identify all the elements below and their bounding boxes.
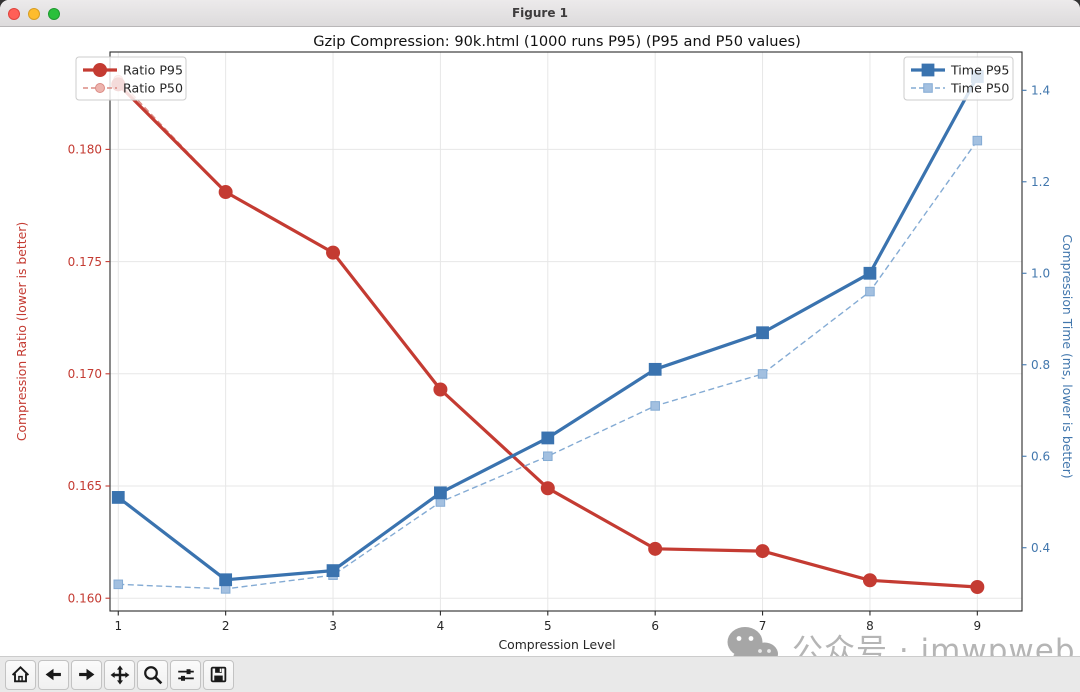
svg-text:1.0: 1.0 — [1031, 266, 1050, 280]
window-title: Figure 1 — [511, 6, 569, 20]
svg-text:1.4: 1.4 — [1031, 83, 1050, 97]
traffic-lights — [8, 0, 60, 27]
svg-text:Ratio P95: Ratio P95 — [123, 62, 183, 77]
svg-text:0.8: 0.8 — [1031, 358, 1050, 372]
svg-text:0.180: 0.180 — [68, 143, 102, 157]
sliders-icon — [177, 668, 194, 681]
svg-text:5: 5 — [544, 619, 552, 633]
floppy-disk-icon — [210, 666, 227, 683]
svg-text:Time P50: Time P50 — [950, 80, 1009, 95]
right-arrow-icon — [79, 668, 95, 681]
forward-button[interactable] — [71, 659, 102, 690]
configure-subplots-button[interactable] — [170, 659, 201, 690]
right-axis: 0.4 0.6 0.8 1.0 1.2 1.4 Compression Time (ms, … — [1022, 83, 1075, 555]
axes-spines — [109, 51, 1023, 612]
svg-text:7: 7 — [759, 619, 767, 633]
pan-button[interactable] — [104, 659, 135, 690]
matplotlib-toolbar — [0, 656, 1080, 692]
minimize-button[interactable] — [28, 7, 40, 20]
ratio-p95-series — [111, 77, 985, 594]
back-button[interactable] — [38, 659, 69, 690]
plot-area[interactable]: 1 2 3 4 5 6 7 8 9 Compression Level 0.160 0.165 0.17… — [0, 27, 1080, 656]
svg-text:3: 3 — [329, 619, 337, 633]
svg-text:Ratio P50: Ratio P50 — [123, 80, 183, 95]
left-arrow-icon — [45, 668, 61, 681]
svg-text:8: 8 — [866, 619, 874, 633]
close-button[interactable] — [8, 7, 20, 20]
window-titlebar: Figure 1 — [0, 0, 1080, 27]
svg-text:0.175: 0.175 — [68, 255, 102, 269]
left-axis: 0.160 0.165 0.170 0.175 0.180 Compression Rat… — [14, 143, 110, 605]
x-axis: 1 2 3 4 5 6 7 8 9 Compression Level — [114, 611, 981, 652]
move-icon — [110, 665, 129, 684]
gridlines — [110, 52, 1022, 611]
svg-text:6: 6 — [651, 619, 659, 633]
svg-text:1.2: 1.2 — [1031, 175, 1050, 189]
legend-upper-left: Ratio P95 Ratio P50 — [75, 56, 187, 101]
left-axis-label: Compression Ratio (lower is better) — [14, 222, 29, 441]
svg-text:0.170: 0.170 — [68, 367, 102, 381]
figure-canvas[interactable]: 1 2 3 4 5 6 7 8 9 Compression Level 0.160 0.165 0.17… — [0, 27, 1080, 669]
home-button[interactable] — [5, 659, 36, 690]
svg-text:2: 2 — [222, 619, 230, 633]
svg-text:0.6: 0.6 — [1031, 449, 1050, 463]
svg-text:0.165: 0.165 — [68, 479, 102, 493]
maximize-button[interactable] — [48, 7, 60, 20]
chart-title: Gzip Compression: 90k.html (1000 runs P9… — [313, 33, 801, 50]
svg-text:0.4: 0.4 — [1031, 541, 1050, 555]
svg-text:Time P95: Time P95 — [950, 62, 1009, 77]
svg-text:1: 1 — [114, 619, 122, 633]
home-icon — [11, 665, 30, 683]
svg-text:0.160: 0.160 — [68, 591, 102, 605]
zoom-button[interactable] — [137, 659, 168, 690]
svg-text:4: 4 — [437, 619, 445, 633]
svg-text:9: 9 — [974, 619, 982, 633]
x-axis-label: Compression Level — [498, 637, 615, 652]
magnifier-icon — [143, 665, 162, 684]
right-axis-label: Compression Time (ms, lower is better) — [1060, 234, 1075, 478]
legend-upper-right: Time P95 Time P50 — [903, 56, 1014, 101]
save-button[interactable] — [203, 659, 234, 690]
